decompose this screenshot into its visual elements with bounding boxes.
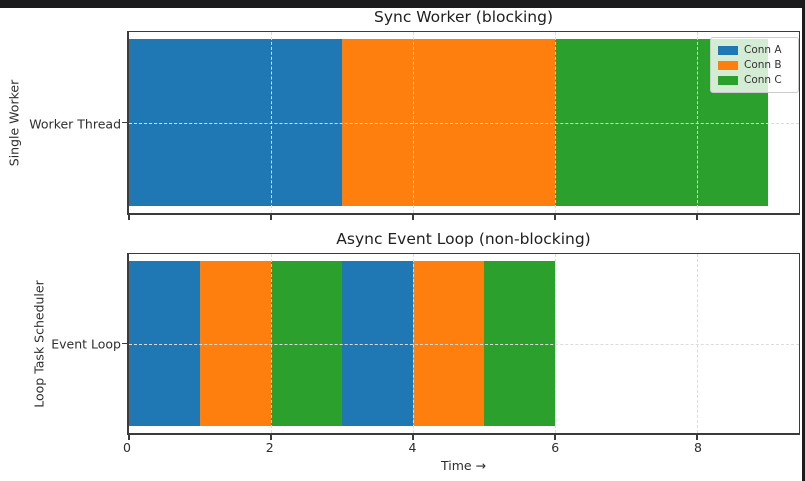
- legend-entry-conn-b: Conn B: [718, 58, 791, 72]
- legend-entry-conn-a: Conn A: [718, 43, 791, 57]
- x-tick-mark: [128, 215, 130, 220]
- chart-title-sync: Sync Worker (blocking): [373, 8, 553, 26]
- legend-label: Conn B: [744, 59, 782, 71]
- x-tick-mark: [412, 435, 414, 440]
- legend-entry-conn-c: Conn C: [718, 73, 791, 87]
- window-right-edge: [802, 0, 805, 481]
- x-tick-mark: [270, 435, 272, 440]
- y-tick-label-worker-thread: Worker Thread: [29, 116, 121, 132]
- legend-swatch: [718, 75, 738, 85]
- legend-label: Conn C: [744, 74, 782, 86]
- x-tick-label: 0: [123, 440, 131, 455]
- y-tick-mark: [122, 342, 127, 344]
- x-tick-label: 2: [265, 440, 274, 455]
- chart-title-async: Async Event Loop (non-blocking): [336, 230, 591, 248]
- gridline-horizontal: [129, 343, 799, 345]
- x-tick-mark: [270, 215, 272, 220]
- window-top-edge: [0, 0, 805, 8]
- legend: Conn A Conn B Conn C: [710, 37, 799, 93]
- x-tick-label: 6: [551, 440, 560, 455]
- x-tick-mark: [554, 435, 556, 440]
- legend-label: Conn A: [744, 44, 782, 56]
- x-tick-mark: [128, 435, 130, 440]
- x-tick-mark: [412, 215, 414, 220]
- x-tick-mark: [696, 435, 698, 440]
- x-tick-labels: 0 2 4 6 8: [123, 440, 800, 456]
- x-tick-mark: [696, 215, 698, 220]
- plot-area-sync: Conn A Conn B Conn C: [122, 31, 800, 220]
- x-tick-label: 8: [693, 440, 702, 455]
- x-tick-label: 4: [408, 440, 417, 455]
- x-axis-label: Time →: [440, 458, 487, 473]
- gridline-horizontal: [129, 122, 799, 124]
- legend-swatch: [718, 60, 738, 70]
- x-tick-mark: [554, 215, 556, 220]
- y-tick-label-event-loop: Event Loop: [51, 336, 121, 352]
- legend-swatch: [718, 45, 738, 55]
- plot-area-async: [122, 253, 800, 440]
- y-tick-mark: [122, 121, 127, 123]
